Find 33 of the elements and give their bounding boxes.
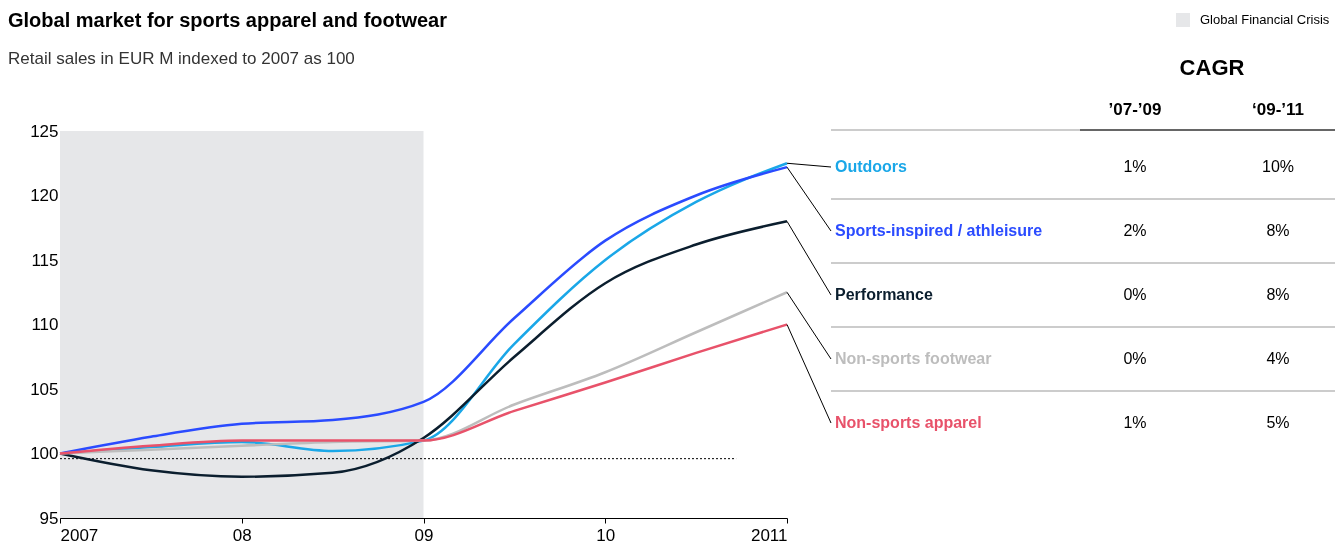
text: CAGR <box>1179 55 1245 80</box>
text: 2% <box>1123 222 1147 239</box>
x-tick-label: 09 <box>414 525 434 545</box>
text: Non-sports apparel <box>835 414 982 431</box>
y-tick-label: 115 <box>31 250 59 270</box>
x-tick-label: 2011 <box>750 525 788 545</box>
text: Outdoors <box>835 158 908 175</box>
text: 1% <box>1123 158 1147 175</box>
x-tick-label: 2007 <box>60 525 99 545</box>
text: 4% <box>1266 350 1290 367</box>
y-tick-label: 95 <box>39 508 59 528</box>
chart-subtitle: Retail sales in EUR M indexed to 2007 as 100 <box>8 49 355 68</box>
legend-label: Global Financial Crisis <box>1200 12 1330 27</box>
text: Non-sports footwear <box>835 350 992 367</box>
y-tick-label: 110 <box>31 315 59 334</box>
x-tick-label: 10 <box>596 525 616 545</box>
text: ‘09-’11 <box>1252 100 1304 119</box>
y-tick-label: 105 <box>30 379 59 399</box>
y-tick-label: 120 <box>30 186 59 205</box>
text: 0% <box>1123 286 1147 303</box>
text: 8% <box>1266 286 1290 303</box>
text: 8% <box>1266 222 1290 239</box>
chart-title: Global market for sports apparel and footwear <box>8 9 448 31</box>
text: Performance <box>835 286 933 303</box>
text: 10% <box>1261 158 1295 175</box>
text: Sports-inspired / athleisure <box>835 222 1043 239</box>
y-tick-label: 125 <box>30 121 59 141</box>
x-tick-label: 08 <box>232 525 252 545</box>
y-tick-label: 100 <box>30 444 59 463</box>
text: ’07-’09 <box>1108 100 1162 119</box>
text: 1% <box>1123 414 1147 431</box>
text: 0% <box>1123 350 1147 367</box>
text: 5% <box>1266 414 1290 431</box>
